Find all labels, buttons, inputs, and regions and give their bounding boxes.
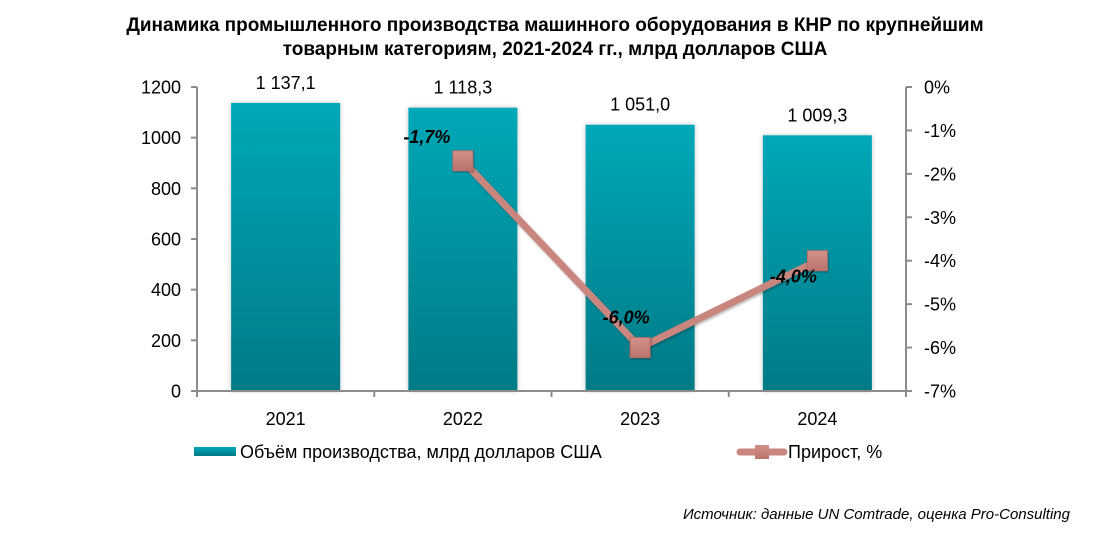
left-tick-label: 600 bbox=[151, 230, 181, 250]
left-tick-label: 1000 bbox=[141, 128, 181, 148]
bars-layer bbox=[231, 102, 872, 392]
labels-layer: 1 137,1 1 118,3 1 051,0 1 009,3 -1,7% -6,0% -4… bbox=[256, 73, 848, 328]
bar-2021 bbox=[231, 102, 341, 392]
growth-label-2022: -1,7% bbox=[403, 127, 450, 147]
x-tick-label-2023: 2023 bbox=[620, 409, 660, 429]
x-tick-label-2024: 2024 bbox=[797, 409, 837, 429]
right-tick-label: 0% bbox=[924, 78, 950, 98]
right-tick-label: -2% bbox=[924, 164, 956, 184]
chart-title: Динамика промышленного производства маши… bbox=[0, 14, 1110, 62]
growth-marker-2023 bbox=[629, 337, 651, 359]
chart-title-line-1: Динамика промышленного производства маши… bbox=[126, 15, 984, 36]
legend-label-growth: Прирост, % bbox=[788, 442, 882, 462]
growth-marker-2022 bbox=[452, 150, 474, 172]
legend-swatch-growth-marker bbox=[755, 445, 769, 459]
growth-marker-2024 bbox=[806, 250, 828, 272]
growth-label-2023: -6,0% bbox=[603, 308, 650, 328]
bar-value-label-2024: 1 009,3 bbox=[787, 105, 847, 125]
bar-value-label-2022: 1 118,3 bbox=[434, 78, 493, 98]
chart-title-line-2: товарным категориям, 2021-2024 гг., млрд… bbox=[282, 39, 828, 60]
left-tick-label: 800 bbox=[151, 179, 181, 199]
growth-label-2024: -4,0% bbox=[770, 267, 817, 287]
right-tick-label: -3% bbox=[924, 208, 956, 228]
line-layer bbox=[452, 150, 828, 359]
x-tick-label-2022: 2022 bbox=[443, 409, 483, 429]
legend: Объём производства, млрд долларов США При… bbox=[194, 442, 882, 462]
x-tick-label-2021: 2021 bbox=[266, 409, 306, 429]
legend-swatch-volume bbox=[194, 447, 236, 456]
source-note: Источник: данные UN Comtrade, оценка Pro… bbox=[682, 506, 1070, 523]
right-tick-label: -5% bbox=[924, 295, 956, 315]
left-tick-label: 1200 bbox=[141, 78, 181, 98]
axes-layer: 0 200 400 600 800 1000 1200 -7% -6% -5% -4% -3% -2% -… bbox=[141, 78, 956, 430]
bar-2022 bbox=[408, 107, 518, 392]
legend-label-volume: Объём производства, млрд долларов США bbox=[240, 442, 602, 462]
left-tick-label: 200 bbox=[151, 331, 181, 351]
bar-value-label-2023: 1 051,0 bbox=[610, 95, 670, 115]
left-tick-label: 400 bbox=[151, 280, 181, 300]
right-tick-label: -6% bbox=[924, 338, 956, 358]
right-tick-label: -4% bbox=[924, 251, 956, 271]
right-tick-label: -1% bbox=[924, 121, 956, 141]
right-tick-label: -7% bbox=[924, 382, 956, 402]
left-tick-label: 0 bbox=[171, 382, 181, 402]
bar-value-label-2021: 1 137,1 bbox=[256, 73, 316, 93]
